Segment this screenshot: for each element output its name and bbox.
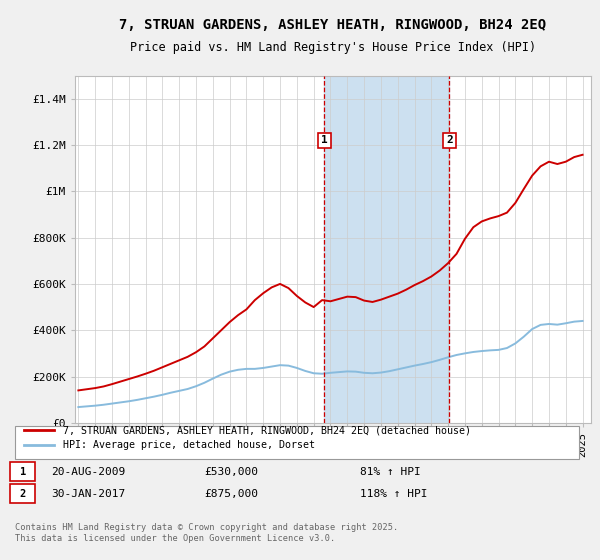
Text: £875,000: £875,000	[204, 489, 258, 499]
Text: 7, STRUAN GARDENS, ASHLEY HEATH, RINGWOOD, BH24 2EQ: 7, STRUAN GARDENS, ASHLEY HEATH, RINGWOO…	[119, 18, 547, 32]
Text: 118% ↑ HPI: 118% ↑ HPI	[360, 489, 427, 499]
Text: £530,000: £530,000	[204, 466, 258, 477]
Text: HPI: Average price, detached house, Dorset: HPI: Average price, detached house, Dors…	[63, 440, 315, 450]
Text: 1: 1	[20, 466, 26, 477]
Text: 30-JAN-2017: 30-JAN-2017	[51, 489, 125, 499]
Text: 7, STRUAN GARDENS, ASHLEY HEATH, RINGWOOD, BH24 2EQ (detached house): 7, STRUAN GARDENS, ASHLEY HEATH, RINGWOO…	[63, 425, 471, 435]
Text: 2: 2	[446, 136, 453, 146]
Text: 20-AUG-2009: 20-AUG-2009	[51, 466, 125, 477]
Text: Contains HM Land Registry data © Crown copyright and database right 2025.
This d: Contains HM Land Registry data © Crown c…	[15, 524, 398, 543]
Bar	[325, 76, 449, 423]
Text: 2: 2	[20, 489, 26, 499]
Text: Price paid vs. HM Land Registry's House Price Index (HPI): Price paid vs. HM Land Registry's House …	[130, 41, 536, 54]
Text: 1: 1	[321, 136, 328, 146]
Text: 81% ↑ HPI: 81% ↑ HPI	[360, 466, 421, 477]
